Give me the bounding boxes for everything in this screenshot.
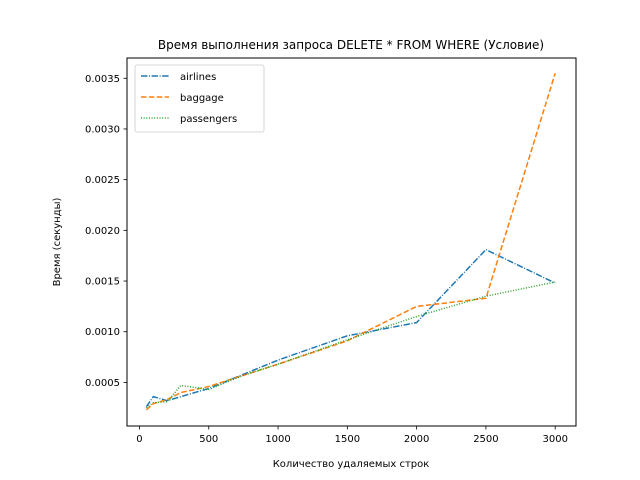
series-line-baggage: [145, 72, 556, 411]
plot-frame: [126, 57, 577, 427]
y-tick-label: 0.0015: [85, 277, 120, 288]
chart-title: Время выполнения запроса DELETE * FROM W…: [158, 38, 544, 52]
x-tick-label: 2500: [473, 434, 498, 445]
series-line-passengers: [145, 281, 556, 409]
x-tick-label: 500: [199, 434, 218, 445]
x-tick-label: 2000: [404, 434, 429, 445]
legend-label-passengers: passengers: [180, 114, 237, 125]
y-tick-label: 0.0025: [85, 175, 120, 186]
series-line-airlines: [145, 248, 556, 408]
x-tick-label: 0: [136, 434, 142, 445]
series-group: [145, 72, 556, 411]
x-axis-label: Количество удаляемых строк: [273, 459, 430, 470]
y-tick-label: 0.0030: [85, 124, 120, 135]
y-tick-label: 0.0010: [85, 327, 120, 338]
y-tick-label: 0.0020: [85, 226, 120, 237]
x-tick-label: 1000: [265, 434, 290, 445]
x-tick-label: 3000: [542, 434, 567, 445]
y-tick-label: 0.0005: [85, 378, 120, 389]
y-axis-label: Время (секунды): [52, 197, 63, 286]
legend-label-baggage: baggage: [180, 93, 224, 104]
y-tick-label: 0.0035: [85, 74, 120, 85]
x-axis: 0 500 1000 1500 2000 2500 3000: [136, 426, 568, 445]
legend-box: [134, 64, 265, 133]
x-tick-label: 1500: [335, 434, 360, 445]
legend-label-airlines: airlines: [180, 72, 216, 83]
legend: airlines baggage passengers: [134, 64, 265, 133]
y-axis: 0.0005 0.0010 0.0015 0.0020 0.0025 0.0030 0.00…: [85, 74, 127, 389]
